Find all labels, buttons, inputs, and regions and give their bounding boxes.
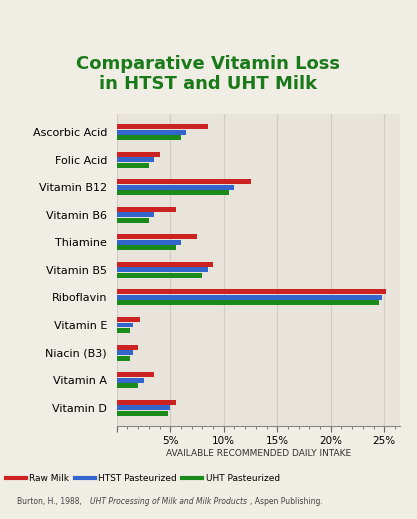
Bar	[117, 322, 133, 327]
Legend: Raw Milk, HTST Pasteurized, UHT Pasteurized: Raw Milk, HTST Pasteurized, UHT Pasteuri…	[2, 471, 284, 487]
Bar	[117, 350, 133, 355]
Bar	[117, 328, 130, 333]
Bar	[117, 317, 140, 322]
Bar	[117, 405, 170, 410]
Bar	[117, 245, 176, 250]
Bar	[117, 267, 208, 272]
Bar	[117, 356, 130, 361]
Bar	[117, 212, 154, 217]
Bar	[117, 372, 154, 377]
Bar	[117, 179, 251, 184]
Bar	[117, 240, 181, 245]
Text: AVAILABLE RECOMMENDED DAILY INTAKE: AVAILABLE RECOMMENDED DAILY INTAKE	[166, 449, 351, 458]
Bar	[117, 130, 186, 134]
Bar	[117, 345, 138, 349]
Bar	[117, 135, 181, 140]
Bar	[117, 273, 202, 278]
Bar	[117, 295, 382, 300]
Bar	[117, 301, 379, 305]
Text: Burton, H., 1988,: Burton, H., 1988,	[17, 497, 84, 506]
Bar	[117, 400, 176, 405]
Bar	[117, 162, 149, 168]
Text: , Aspen Publishing.: , Aspen Publishing.	[250, 497, 323, 506]
Bar	[117, 411, 168, 416]
Bar	[117, 124, 208, 129]
Bar	[117, 235, 197, 239]
Bar	[117, 157, 154, 162]
Bar	[117, 190, 229, 195]
Bar	[117, 262, 213, 267]
Bar	[117, 152, 160, 157]
Bar	[117, 378, 143, 383]
Text: Comparative Vitamin Loss
in HTST and UHT Milk: Comparative Vitamin Loss in HTST and UHT…	[76, 54, 341, 93]
Bar	[117, 218, 149, 223]
Bar	[117, 207, 176, 212]
Text: UHT Processing of Milk and Milk Products: UHT Processing of Milk and Milk Products	[90, 497, 246, 506]
Bar	[117, 185, 234, 189]
Bar	[117, 290, 387, 294]
Bar	[117, 383, 138, 388]
